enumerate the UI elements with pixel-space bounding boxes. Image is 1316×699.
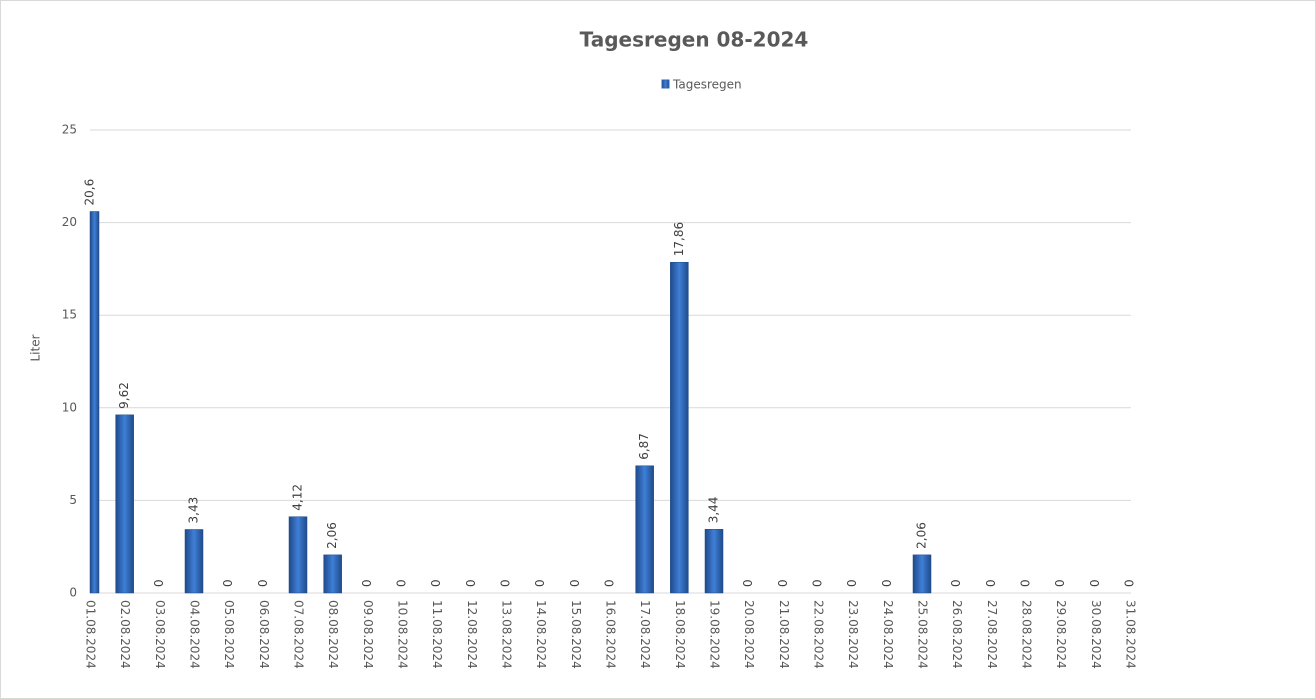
x-tick-label: 06.08.2024	[257, 600, 271, 669]
value-label: 0	[1053, 579, 1067, 587]
value-label: 3,44	[707, 497, 721, 524]
x-tick-label: 31.08.2024	[1124, 600, 1138, 669]
value-label: 2,06	[325, 522, 339, 549]
value-label: 0	[533, 579, 547, 587]
legend-swatch	[661, 79, 670, 89]
x-tick-label: 16.08.2024	[604, 600, 618, 669]
value-label: 0	[1088, 579, 1102, 587]
x-tick-label: 01.08.2024	[84, 600, 98, 669]
y-tick-label: 20	[62, 215, 77, 229]
value-label: 0	[221, 579, 235, 587]
x-tick-label: 19.08.2024	[708, 600, 722, 669]
chart-title: Tagesregen 08-2024	[580, 28, 809, 52]
value-label: 0	[152, 579, 166, 587]
value-label: 0	[949, 579, 963, 587]
value-label: 0	[429, 579, 443, 587]
bar	[288, 516, 308, 594]
x-tick-label: 28.08.2024	[1020, 600, 1034, 669]
x-tick-label: 27.08.2024	[985, 600, 999, 669]
value-label: 0	[1019, 579, 1033, 587]
value-label: 9,62	[117, 382, 131, 409]
x-tick-label: 26.08.2024	[950, 600, 964, 669]
x-tick-label: 17.08.2024	[638, 600, 652, 669]
legend-label: Tagesregen	[672, 78, 742, 92]
y-tick-label: 0	[69, 586, 77, 600]
bar	[704, 529, 724, 594]
x-tick-label: 02.08.2024	[118, 600, 132, 669]
x-tick-label: 10.08.2024	[396, 600, 410, 669]
x-tick-label: 11.08.2024	[430, 600, 444, 669]
x-tick-label: 03.08.2024	[153, 600, 167, 669]
value-label: 3,43	[187, 497, 201, 524]
value-label: 20,6	[83, 179, 97, 206]
y-axis-label: Liter	[29, 334, 43, 361]
x-tick-label: 18.08.2024	[673, 600, 687, 669]
value-label: 0	[741, 579, 755, 587]
value-label: 4,12	[291, 484, 305, 511]
x-tick-label: 04.08.2024	[188, 600, 202, 669]
bar	[912, 554, 932, 594]
bar	[323, 554, 342, 594]
bar	[670, 261, 689, 594]
value-label: 0	[845, 579, 859, 587]
value-label: 0	[464, 579, 478, 587]
value-label: 0	[360, 579, 374, 587]
x-tick-label: 13.08.2024	[500, 600, 514, 669]
bar	[115, 414, 134, 594]
x-tick-label: 22.08.2024	[812, 600, 826, 669]
y-tick-label: 25	[62, 123, 77, 137]
value-label: 0	[568, 579, 582, 587]
x-tick-label: 25.08.2024	[916, 600, 930, 669]
x-tick-label: 08.08.2024	[326, 600, 340, 669]
value-label: 0	[256, 579, 270, 587]
value-label: 0	[499, 579, 513, 587]
x-tick-label: 20.08.2024	[742, 600, 756, 669]
x-tick-label: 23.08.2024	[846, 600, 860, 669]
y-tick-label: 5	[69, 493, 77, 507]
value-label: 0	[1123, 579, 1137, 587]
x-tick-label: 30.08.2024	[1089, 600, 1103, 669]
x-tick-label: 14.08.2024	[534, 600, 548, 669]
bar	[184, 529, 204, 594]
x-tick-label: 07.08.2024	[292, 600, 306, 669]
x-tick-label: 09.08.2024	[361, 600, 375, 669]
bar	[89, 211, 100, 594]
value-label: 17,86	[672, 222, 686, 256]
value-label: 0	[395, 579, 409, 587]
value-label: 2,06	[915, 522, 929, 549]
y-tick-label: 10	[62, 400, 77, 414]
bar	[635, 465, 654, 594]
value-label: 0	[776, 579, 790, 587]
value-label: 0	[603, 579, 617, 587]
x-tick-label: 29.08.2024	[1054, 600, 1068, 669]
value-label: 0	[984, 579, 998, 587]
value-label: 0	[880, 579, 894, 587]
x-tick-label: 15.08.2024	[569, 600, 583, 669]
x-tick-label: 12.08.2024	[465, 600, 479, 669]
x-tick-label: 24.08.2024	[881, 600, 895, 669]
x-tick-label: 05.08.2024	[222, 600, 236, 669]
value-label: 0	[811, 579, 825, 587]
value-label: 6,87	[637, 433, 651, 460]
x-tick-label: 21.08.2024	[777, 600, 791, 669]
y-tick-label: 15	[62, 308, 77, 322]
